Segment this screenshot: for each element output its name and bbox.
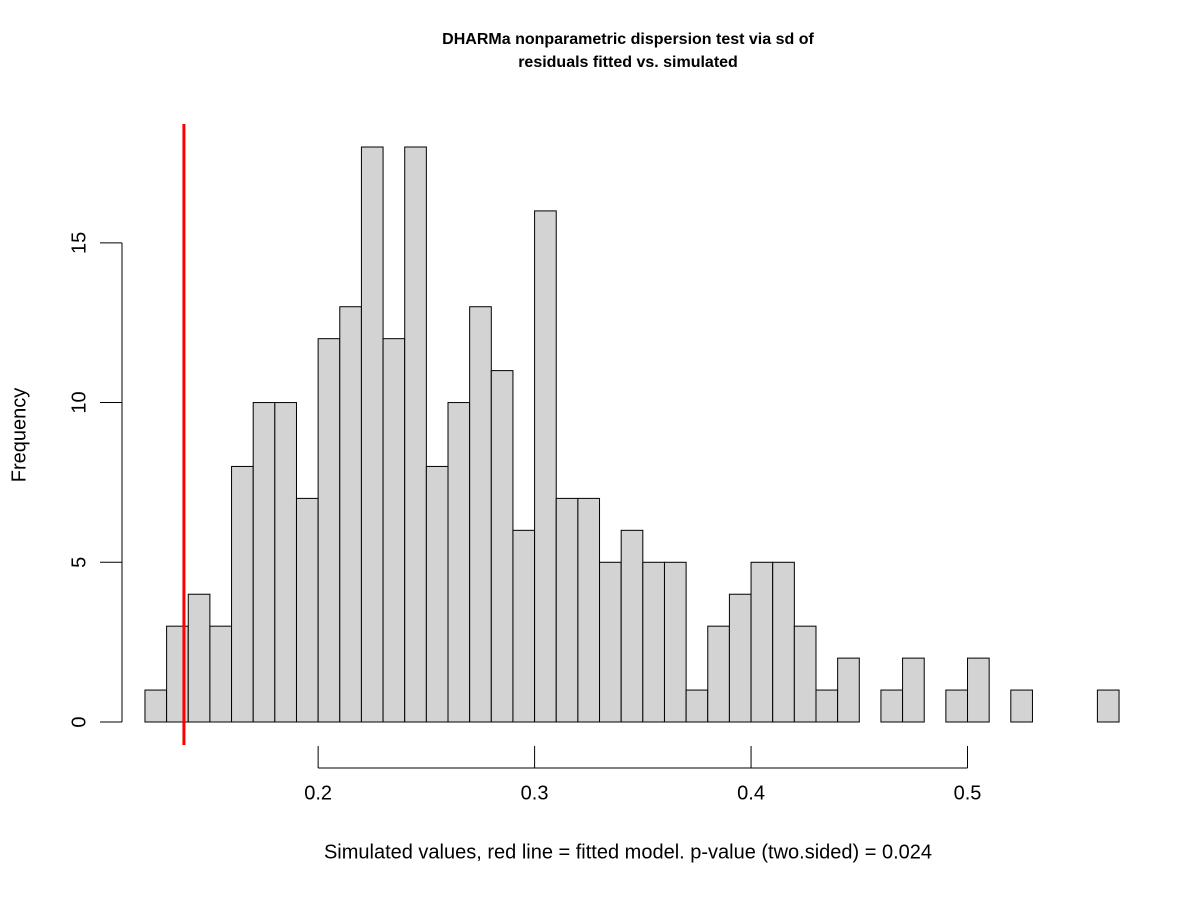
x-axis-label: Simulated values, red line = fitted mode…	[324, 841, 932, 863]
bar	[577, 497, 601, 723]
y-tick-label: 15	[68, 232, 90, 254]
x-tick-label: 0.2	[304, 782, 332, 804]
bar	[339, 306, 362, 723]
bar	[555, 497, 579, 723]
y-tick-label: 10	[68, 391, 90, 413]
bar	[382, 338, 406, 723]
bar	[772, 561, 795, 723]
bar	[295, 497, 319, 723]
bar	[490, 370, 514, 723]
bar	[252, 402, 276, 723]
bar	[945, 689, 969, 723]
bar	[837, 657, 860, 723]
bar	[512, 529, 536, 723]
bar	[620, 529, 644, 723]
bar	[209, 625, 233, 723]
bar	[793, 625, 817, 723]
bar	[425, 465, 449, 723]
bar	[967, 657, 990, 723]
bar	[404, 146, 427, 723]
bar	[663, 561, 687, 723]
bar	[1096, 689, 1120, 723]
chart-title: residuals fitted vs. simulated	[518, 54, 738, 71]
bar	[1010, 689, 1033, 723]
y-tick-label: 0	[68, 716, 90, 727]
bar	[599, 561, 622, 723]
bar	[447, 402, 471, 723]
bar	[317, 338, 341, 723]
bar	[274, 402, 297, 723]
bar	[707, 625, 730, 723]
bar	[469, 306, 492, 723]
bar	[815, 689, 839, 723]
bar	[231, 465, 254, 723]
bar	[880, 689, 904, 723]
chart-title: DHARMa nonparametric dispersion test via…	[442, 31, 814, 48]
bar	[685, 689, 709, 723]
bar	[144, 689, 168, 723]
y-axis-label: Frequency	[8, 388, 30, 483]
bar	[187, 593, 211, 723]
bar	[534, 210, 557, 723]
bar	[902, 657, 925, 723]
x-tick-label: 0.4	[737, 782, 765, 804]
bar	[642, 561, 665, 723]
y-tick-label: 5	[68, 557, 90, 568]
bar	[750, 561, 774, 723]
x-tick-label: 0.5	[954, 782, 982, 804]
bar	[728, 593, 752, 723]
bar	[360, 146, 384, 723]
x-tick-label: 0.3	[521, 782, 549, 804]
